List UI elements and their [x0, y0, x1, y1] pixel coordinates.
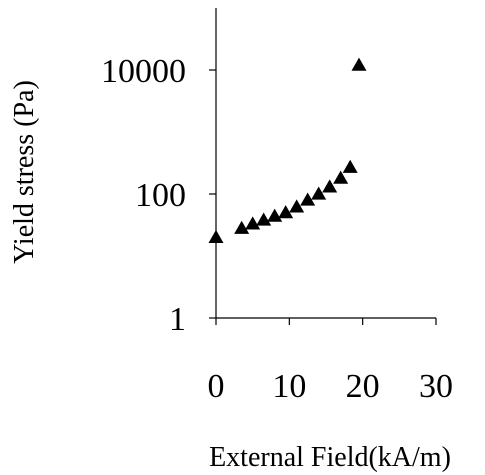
data-point-triangle — [267, 208, 283, 222]
data-point-triangle — [322, 179, 338, 193]
x-tick-label: 30 — [419, 368, 453, 405]
y-tick-label: 1 — [169, 301, 186, 338]
data-point-triangle — [234, 220, 250, 234]
data-point-triangle — [311, 186, 327, 200]
x-axis-label: External Field(kA/m) — [209, 442, 451, 473]
data-point-triangle — [256, 212, 272, 226]
x-tick-label: 0 — [208, 368, 225, 405]
y-axis-label: Yield stress (Pa) — [9, 80, 40, 264]
data-point-triangle — [289, 199, 305, 213]
data-point-triangle — [278, 205, 294, 219]
data-point-triangle — [342, 159, 358, 173]
axes — [215, 8, 436, 319]
x-axis-ticks: 0 10 20 30 — [208, 318, 453, 405]
data-point-triangle — [333, 170, 349, 184]
data-point-triangle — [351, 57, 367, 71]
y-axis-ticks: 1 100 10000 — [101, 53, 216, 338]
data-point-triangle — [300, 192, 316, 206]
x-tick-label: 20 — [346, 368, 380, 405]
y-tick-label: 100 — [135, 177, 186, 214]
x-tick-label: 10 — [272, 368, 306, 405]
y-tick-label: 10000 — [101, 53, 186, 90]
data-point-triangle — [245, 216, 261, 230]
data-points — [208, 57, 367, 243]
data-point-triangle — [208, 229, 224, 243]
